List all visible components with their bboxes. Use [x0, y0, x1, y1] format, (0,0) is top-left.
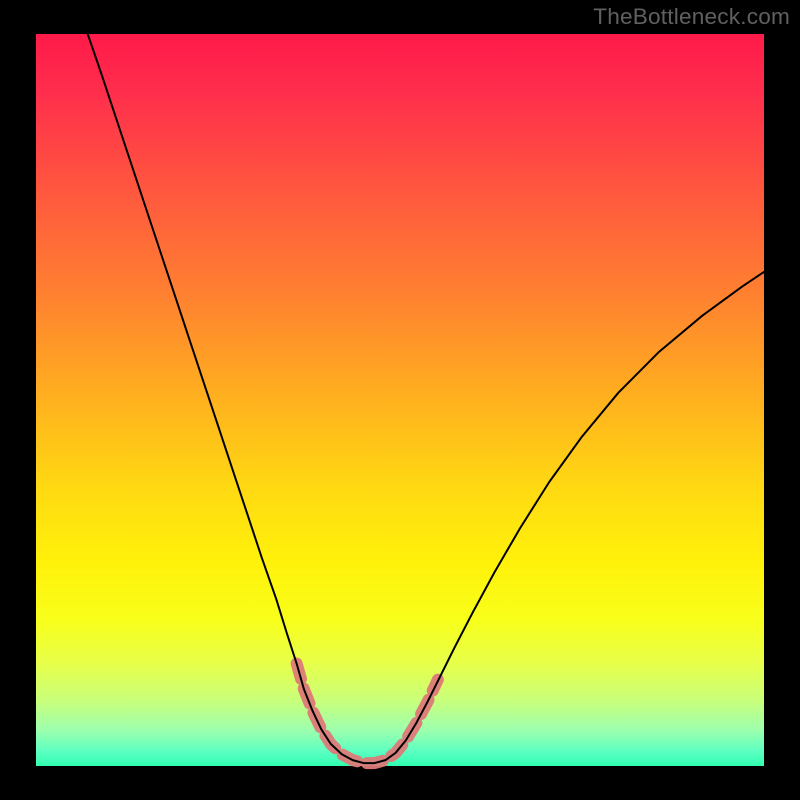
watermark-text: TheBottleneck.com [593, 4, 790, 30]
stage: TheBottleneck.com [0, 0, 800, 800]
highlight-band [297, 664, 438, 764]
plot-area [36, 34, 764, 766]
plot-svg [36, 34, 764, 766]
bottleneck-curve [88, 34, 764, 763]
